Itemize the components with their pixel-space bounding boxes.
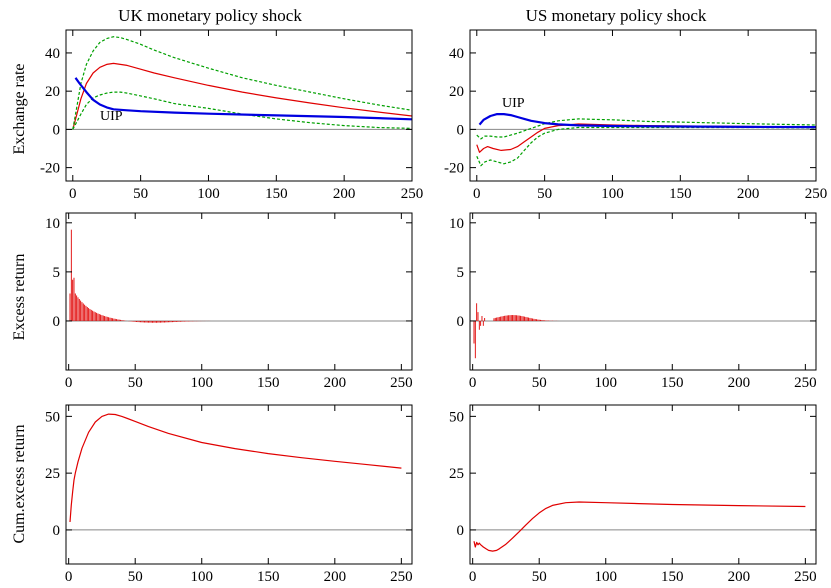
y-tick-label: -20: [444, 161, 464, 177]
series-uip: [74, 77, 412, 121]
series-response: [69, 413, 402, 523]
x-tick-label: 100: [594, 375, 617, 391]
y-tick-label: 0: [53, 523, 61, 539]
x-tick-label: 0: [65, 569, 73, 585]
column-title-uk: UK monetary policy shock: [118, 6, 302, 25]
x-tick-label: 150: [661, 569, 684, 585]
y-tick-label: 50: [449, 409, 464, 425]
series-uip: [478, 112, 816, 129]
x-tick-label: 200: [728, 375, 751, 391]
panel-uk-excess-return: 0 50 100 150 200 250 0 5 10: [45, 212, 413, 391]
x-tick-label: 250: [401, 186, 424, 202]
x-tick-label: 0: [473, 186, 481, 202]
row-label-cum-excess-return: Cum.excess return: [11, 424, 28, 543]
x-tick-label: 0: [65, 375, 73, 391]
x-tick-label: 250: [794, 569, 817, 585]
x-tick-label: 100: [601, 186, 624, 202]
x-tick-label: 50: [532, 569, 547, 585]
x-tick-label: 150: [265, 186, 288, 202]
x-tick-label: 100: [594, 569, 617, 585]
plot-area: [69, 413, 402, 523]
x-tick-label: 50: [128, 569, 143, 585]
series-response: [72, 62, 412, 130]
y-tick-label: 40: [45, 46, 60, 62]
panel-uk-cum-excess-return: 0 50 100 150 200 250 0 25 50: [45, 404, 413, 585]
row-label-excess-return: Excess return: [11, 254, 28, 341]
annotation-uip: UIP: [502, 96, 525, 111]
x-tick-label: 50: [532, 375, 547, 391]
x-tick-label: 100: [190, 375, 213, 391]
y-tick-label: 25: [45, 466, 60, 482]
panel-uk-exchange-rate: 0 50 100 150 200 250 -20 0 20 40 UIP: [40, 29, 424, 202]
x-tick-label: 50: [537, 186, 552, 202]
plot-area: [476, 112, 816, 167]
x-tick-label: 250: [390, 375, 413, 391]
x-tick-label: 0: [469, 375, 477, 391]
column-title-us: US monetary policy shock: [526, 6, 707, 25]
y-tick-label: 0: [53, 122, 61, 138]
x-tick-label: 250: [794, 375, 817, 391]
x-tick-label: 150: [661, 375, 684, 391]
annotation-uip: UIP: [100, 109, 123, 124]
x-tick-label: 200: [324, 375, 347, 391]
x-tick-label: 150: [257, 375, 280, 391]
x-tick-label: 100: [190, 569, 213, 585]
x-tick-label: 0: [469, 569, 477, 585]
x-tick-label: 0: [69, 186, 77, 202]
y-tick-label: 50: [45, 409, 60, 425]
x-tick-label: 150: [669, 186, 692, 202]
y-tick-label: 0: [53, 314, 61, 330]
row-label-exchange-rate: Exchange rate: [11, 63, 28, 154]
y-tick-label: 0: [457, 523, 465, 539]
plot-area: [473, 303, 559, 359]
x-tick-label: 250: [805, 186, 828, 202]
y-tick-label: 5: [457, 265, 465, 281]
panel-us-cum-excess-return: 0 50 100 150 200 250 0 25 50: [449, 404, 817, 585]
series-upper-band: [72, 36, 412, 130]
y-tick-label: 0: [457, 314, 465, 330]
x-tick-label: 100: [197, 186, 220, 202]
x-tick-label: 200: [333, 186, 356, 202]
panel-us-exchange-rate: 0 50 100 150 200 250 -20 0 20 40 UIP: [444, 29, 828, 202]
plot-area: [69, 229, 211, 323]
panel-frame: [469, 212, 817, 371]
series-response: [476, 123, 816, 153]
y-tick-label: 25: [449, 466, 464, 482]
panel-frame: [65, 404, 413, 565]
y-tick-label: 0: [457, 122, 465, 138]
x-tick-label: 250: [390, 569, 413, 585]
series-response: [473, 501, 806, 552]
series-lower-band: [476, 126, 816, 167]
panel-frame: [65, 29, 413, 182]
y-tick-label: 20: [449, 84, 464, 100]
x-tick-label: 50: [133, 186, 148, 202]
x-tick-label: 200: [728, 569, 751, 585]
panel-frame: [469, 404, 817, 565]
panel-frame: [469, 29, 817, 182]
plot-area: [473, 501, 806, 552]
plot-area: [72, 36, 412, 130]
panel-us-excess-return: 0 50 100 150 200 250 0 5 10: [449, 212, 817, 391]
series-upper-band: [476, 118, 816, 140]
x-tick-label: 200: [324, 569, 347, 585]
y-tick-label: 40: [449, 46, 464, 62]
y-tick-label: 10: [45, 216, 60, 232]
x-tick-label: 50: [128, 375, 143, 391]
y-tick-label: 5: [53, 265, 61, 281]
panel-frame: [65, 212, 413, 371]
series-lower-band: [72, 91, 412, 130]
x-tick-label: 150: [257, 569, 280, 585]
y-tick-label: 10: [449, 216, 464, 232]
y-tick-label: 20: [45, 84, 60, 100]
y-tick-label: -20: [40, 161, 60, 177]
x-tick-label: 200: [737, 186, 760, 202]
